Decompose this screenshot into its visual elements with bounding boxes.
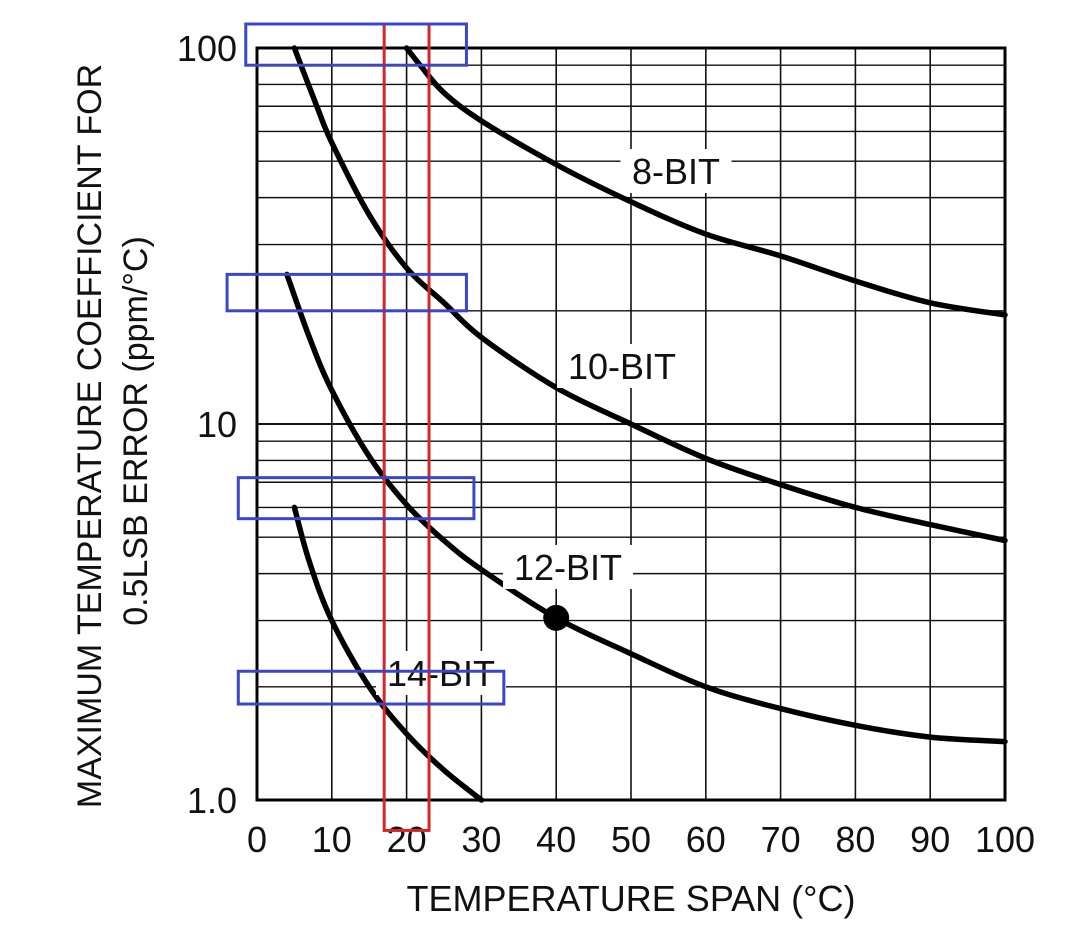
label-bg-10-bit <box>557 344 687 388</box>
x-tick-label: 40 <box>536 819 576 860</box>
label-bg-14-bit <box>376 651 506 695</box>
series-label-10-bit: 10-BIT <box>568 346 676 387</box>
tick-labels: 0 10 20 30 40 50 60 70 80 90 100 1.0 10 100 <box>177 28 1035 860</box>
highlight-box <box>225 272 468 313</box>
highlight-boxes <box>225 22 506 832</box>
highlight-box <box>236 476 476 521</box>
x-tick-label: 60 <box>686 819 726 860</box>
y-axis-label-line2: 0.5LSB ERROR (ppm/°C) <box>117 236 155 626</box>
series-line-8-bit <box>403 45 1008 318</box>
x-tick-label: 80 <box>835 819 875 860</box>
y-tick-label: 1.0 <box>187 780 237 821</box>
series-labels: 8-BIT 10-BIT 12-BIT 14-BIT <box>376 149 732 695</box>
x-tick-label: 20 <box>387 819 427 860</box>
series-line-14-bit <box>291 504 485 803</box>
x-tick-label: 70 <box>761 819 801 860</box>
series-label-14-bit: 14-BIT <box>387 653 495 694</box>
highlight-box <box>244 22 468 67</box>
x-tick-label: 10 <box>312 819 352 860</box>
x-tick-label: 100 <box>975 819 1035 860</box>
series-line-10-bit <box>291 45 1008 544</box>
x-tick-label: 30 <box>461 819 501 860</box>
highlight-box <box>236 669 506 706</box>
y-tick-label: 10 <box>197 404 237 445</box>
markers <box>543 604 570 631</box>
plot-frame <box>255 46 1007 802</box>
x-axis-label: TEMPERATURE SPAN (°C) <box>406 878 855 919</box>
label-bg-12-bit <box>503 545 633 589</box>
x-tick-label: 90 <box>910 819 950 860</box>
series-label-12-bit: 12-BIT <box>514 547 622 588</box>
data-point-marker <box>543 604 570 631</box>
y-axis-label-line1: MAXIMUM TEMPERATURE COEFFICIENT FOR <box>71 64 109 808</box>
x-tick-label: 50 <box>611 819 651 860</box>
series-lines <box>284 45 1008 803</box>
x-tick-label: 0 <box>247 819 267 860</box>
series-line-12-bit <box>284 271 1008 745</box>
series-label-8-bit: 8-BIT <box>632 151 720 192</box>
y-tick-label: 100 <box>177 28 237 69</box>
label-bg-8-bit <box>620 149 732 193</box>
plot-area-border <box>255 46 1007 802</box>
